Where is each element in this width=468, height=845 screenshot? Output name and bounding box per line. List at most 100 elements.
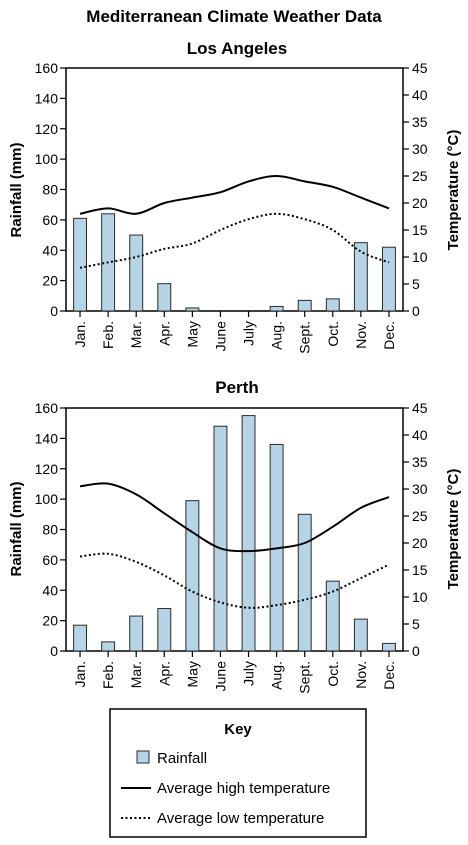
- right-axis-title: Temperature (°C): [445, 469, 462, 590]
- plot-frame: [65, 407, 404, 652]
- right-tick-label: 45: [412, 60, 428, 76]
- month-label: Feb.: [100, 661, 116, 689]
- left-tick-label: 0: [50, 303, 58, 319]
- figure-title: Mediterranean Climate Weather Data: [86, 7, 382, 26]
- month-label: Sept.: [297, 321, 313, 354]
- legend-rainfall-label: Rainfall: [157, 750, 207, 767]
- rainfall-bar: [213, 425, 228, 652]
- left-tick-label: 120: [35, 121, 59, 137]
- left-tick-label: 20: [42, 613, 58, 629]
- left-axis-title: Rainfall (mm): [8, 481, 25, 576]
- rainfall-bar: [157, 607, 172, 652]
- left-tick-label: 120: [35, 461, 59, 477]
- rainfall-bar: [129, 615, 144, 652]
- legend: Key Rainfall Average high temperature Av…: [109, 708, 367, 838]
- right-tick-label: 40: [412, 87, 428, 103]
- month-label: June: [213, 661, 229, 692]
- right-axis-title: Temperature (°C): [445, 130, 462, 251]
- low-temperature-line: [79, 212, 390, 269]
- legend-low-label: Average low temperature: [157, 810, 324, 827]
- right-tick-label: 15: [412, 562, 428, 578]
- right-tick-label: 20: [412, 195, 428, 211]
- right-tick-label: 20: [412, 535, 428, 551]
- right-tick-label: 30: [412, 141, 428, 157]
- month-label: Mar.: [128, 321, 144, 348]
- month-label: June: [213, 321, 229, 352]
- right-tick-label: 0: [412, 643, 420, 659]
- low-temperature-line: [79, 552, 390, 609]
- chart-title: Los Angeles: [187, 39, 287, 58]
- perth-chart: Perth Rainfall (mm) Temperature (°C) 0 20…: [8, 378, 462, 694]
- month-label: May: [184, 321, 200, 347]
- left-axis-title: Rainfall (mm): [8, 142, 25, 237]
- rainfall-bar: [157, 283, 172, 312]
- month-label: Nov.: [353, 661, 369, 689]
- month-label: July: [241, 321, 257, 346]
- right-tick-label: 10: [412, 249, 428, 265]
- left-tick-label: 0: [50, 643, 58, 659]
- rainfall-bar: [129, 234, 144, 312]
- high-temperature-line: [79, 482, 390, 553]
- rainfall-bar: [73, 217, 88, 312]
- left-tick-label: 80: [42, 182, 58, 198]
- rainfall-bar: [381, 642, 396, 652]
- left-tick-label: 40: [42, 582, 58, 598]
- left-tick-label: 40: [42, 242, 58, 258]
- rainfall-bar: [325, 298, 340, 312]
- left-tick-label: 140: [35, 430, 59, 446]
- month-label: Apr.: [156, 321, 172, 346]
- rainfall-bar: [185, 500, 200, 652]
- rainfall-bar: [297, 299, 312, 312]
- right-tick-label: 0: [412, 303, 420, 319]
- rainfall-bar: [101, 641, 116, 652]
- month-label: May: [184, 661, 200, 687]
- right-tick-label: 35: [412, 454, 428, 470]
- month-label: Mar.: [128, 661, 144, 688]
- left-tick-label: 160: [35, 400, 59, 416]
- right-tick-label: 15: [412, 222, 428, 238]
- rainfall-bar: [241, 415, 256, 652]
- right-tick-label: 25: [412, 508, 428, 524]
- legend-title: Key: [224, 721, 252, 738]
- left-tick-label: 60: [42, 552, 58, 568]
- rainfall-bar: [381, 246, 396, 312]
- right-tick-label: 25: [412, 168, 428, 184]
- month-label: Nov.: [353, 321, 369, 349]
- rainfall-bar: [185, 307, 200, 312]
- month-label: Jan.: [72, 661, 88, 687]
- rainfall-bar: [73, 624, 88, 652]
- chart-title: Perth: [215, 378, 258, 397]
- month-label: Oct.: [325, 661, 341, 687]
- legend-high-label: Average high temperature: [157, 780, 330, 797]
- right-tick-label: 40: [412, 427, 428, 443]
- high-temperature-line: [79, 174, 390, 215]
- left-tick-label: 160: [35, 60, 59, 76]
- month-label: Dec.: [381, 321, 397, 350]
- left-tick-label: 20: [42, 273, 58, 289]
- month-label: Dec.: [381, 661, 397, 690]
- left-tick-label: 60: [42, 212, 58, 228]
- month-label: Sept.: [297, 661, 313, 694]
- month-label: Apr.: [156, 661, 172, 686]
- month-label: Jan.: [72, 321, 88, 347]
- right-tick-label: 30: [412, 481, 428, 497]
- right-tick-label: 45: [412, 400, 428, 416]
- right-tick-label: 10: [412, 589, 428, 605]
- left-tick-label: 100: [35, 151, 59, 167]
- legend-rainfall-swatch: [136, 750, 150, 764]
- month-label: July: [241, 661, 257, 686]
- month-label: Aug.: [269, 661, 285, 690]
- plot-frame: [65, 67, 404, 312]
- month-label: Oct.: [325, 321, 341, 347]
- right-tick-label: 5: [412, 616, 420, 632]
- rainfall-bar: [269, 305, 284, 312]
- right-tick-label: 35: [412, 114, 428, 130]
- left-tick-label: 100: [35, 491, 59, 507]
- rainfall-bar: [297, 513, 312, 652]
- left-tick-label: 140: [35, 90, 59, 106]
- month-label: Feb.: [100, 321, 116, 349]
- month-label: Aug.: [269, 321, 285, 350]
- left-tick-label: 80: [42, 522, 58, 538]
- legend-box: [109, 708, 367, 838]
